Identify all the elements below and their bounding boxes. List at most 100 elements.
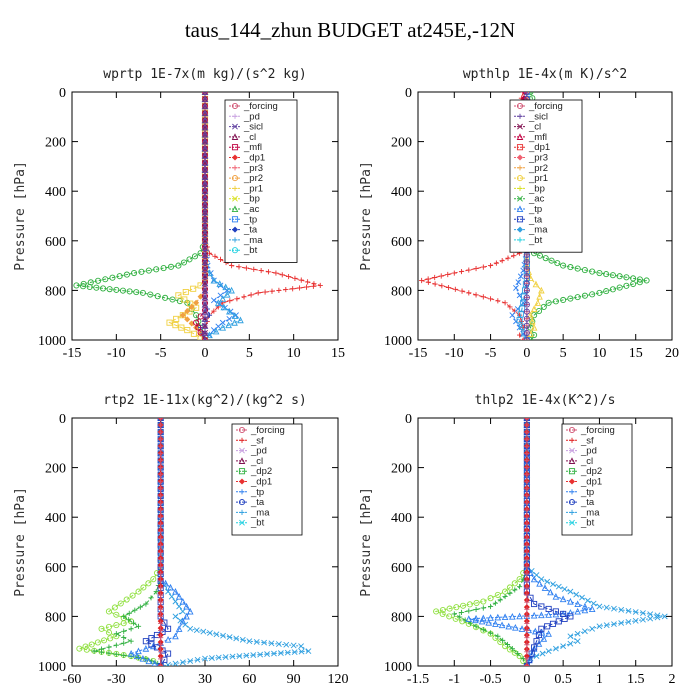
legend-marker xyxy=(239,447,245,454)
data-point xyxy=(552,608,559,615)
data-point xyxy=(527,594,534,601)
data-point xyxy=(133,652,141,660)
data-point xyxy=(137,604,143,610)
data-point xyxy=(542,255,549,262)
data-point xyxy=(524,528,530,534)
legend-label: _sicl xyxy=(243,122,263,133)
data-point xyxy=(524,592,530,598)
data-point xyxy=(524,521,530,527)
data-point xyxy=(133,289,140,296)
x-tick-label: -15 xyxy=(409,346,428,361)
data-point xyxy=(117,600,124,607)
data-point xyxy=(82,643,89,650)
data-point xyxy=(541,584,549,591)
data-point xyxy=(201,180,209,188)
data-point xyxy=(439,610,446,617)
data-point xyxy=(179,659,186,666)
data-point xyxy=(158,663,164,666)
legend-label: _sf xyxy=(250,435,264,446)
data-point xyxy=(271,650,277,657)
series-line xyxy=(468,418,593,666)
data-point xyxy=(269,288,275,294)
data-point xyxy=(94,639,101,646)
data-point xyxy=(154,293,161,300)
data-point xyxy=(161,656,168,663)
data-point xyxy=(548,257,555,264)
legend-label: _tp xyxy=(580,487,594,498)
data-point xyxy=(567,609,574,616)
legend-label: _cl xyxy=(580,456,593,467)
data-point xyxy=(246,638,253,645)
data-point xyxy=(523,266,530,273)
data-point xyxy=(466,608,472,614)
data-point xyxy=(445,271,451,278)
data-point xyxy=(494,591,501,598)
legend-marker xyxy=(516,102,524,110)
legend-label: _cl xyxy=(250,456,263,467)
data-point xyxy=(523,294,530,301)
data-point xyxy=(201,244,209,251)
legend-label: _ma xyxy=(528,225,548,236)
x-tick-label: -1.5 xyxy=(407,672,429,687)
legend: _forcing_pd_sicl_cl_mfl_dp1_pr3_pr2_pr1_… xyxy=(224,99,298,263)
legend-label: _dp2 xyxy=(580,466,602,477)
data-point xyxy=(533,638,540,645)
data-point xyxy=(145,267,152,274)
data-point xyxy=(188,303,195,310)
x-tick-label: 30 xyxy=(198,672,212,687)
legend-marker xyxy=(232,185,238,191)
data-point xyxy=(458,268,465,275)
data-point xyxy=(487,296,494,302)
data-point xyxy=(527,311,534,319)
legend: _forcing_sf_pd_cl_dp2_dp1_tp_ta_ma_bt xyxy=(231,423,303,536)
legend-label: _ma xyxy=(580,507,600,518)
data-point xyxy=(158,500,164,506)
legend: _forcing_sicl_cl_mfl_dp1_pr3_pr2_pr1_bp_… xyxy=(509,99,583,253)
legend-label: _pd xyxy=(243,111,260,122)
legend-label: _ac xyxy=(528,194,545,205)
data-point xyxy=(187,625,194,632)
data-point xyxy=(179,597,187,605)
x-tick-label: 0 xyxy=(523,346,530,361)
data-point xyxy=(233,635,240,642)
data-point xyxy=(419,277,425,284)
data-point xyxy=(536,252,543,259)
y-tick-label: 600 xyxy=(45,235,66,250)
y-axis-label: Pressure [hPa] xyxy=(359,161,374,271)
data-point xyxy=(538,611,545,619)
data-point xyxy=(158,465,164,471)
y-tick-label: 0 xyxy=(405,86,412,101)
data-point xyxy=(148,595,154,601)
data-point xyxy=(545,605,552,613)
data-point xyxy=(540,635,548,642)
plot-frame xyxy=(417,91,673,341)
data-point xyxy=(186,256,193,263)
data-point xyxy=(492,600,499,606)
y-axis-label: Pressure [hPa] xyxy=(13,487,28,597)
data-point xyxy=(158,635,164,641)
legend-marker xyxy=(238,426,246,434)
data-point xyxy=(552,592,560,600)
data-point xyxy=(206,269,213,277)
data-point xyxy=(560,262,567,269)
data-point xyxy=(201,173,209,181)
legend-label: _forcing xyxy=(243,101,278,112)
data-point xyxy=(466,290,472,296)
data-point xyxy=(581,606,589,614)
data-point xyxy=(596,603,603,610)
data-point xyxy=(654,614,661,621)
legend-marker xyxy=(238,499,246,506)
data-point xyxy=(574,265,581,272)
data-point xyxy=(158,649,164,655)
data-point xyxy=(487,614,494,621)
data-point xyxy=(603,271,610,278)
data-point xyxy=(298,277,304,283)
data-point xyxy=(113,622,120,629)
data-point xyxy=(630,280,637,288)
legend-label: _forcing xyxy=(580,425,615,436)
chart-title: wpthlp 1E-4x(m K)/s^2 xyxy=(463,67,627,82)
data-point xyxy=(201,230,209,237)
x-tick-label: -5 xyxy=(155,346,167,361)
x-tick-label: 20 xyxy=(665,346,679,361)
